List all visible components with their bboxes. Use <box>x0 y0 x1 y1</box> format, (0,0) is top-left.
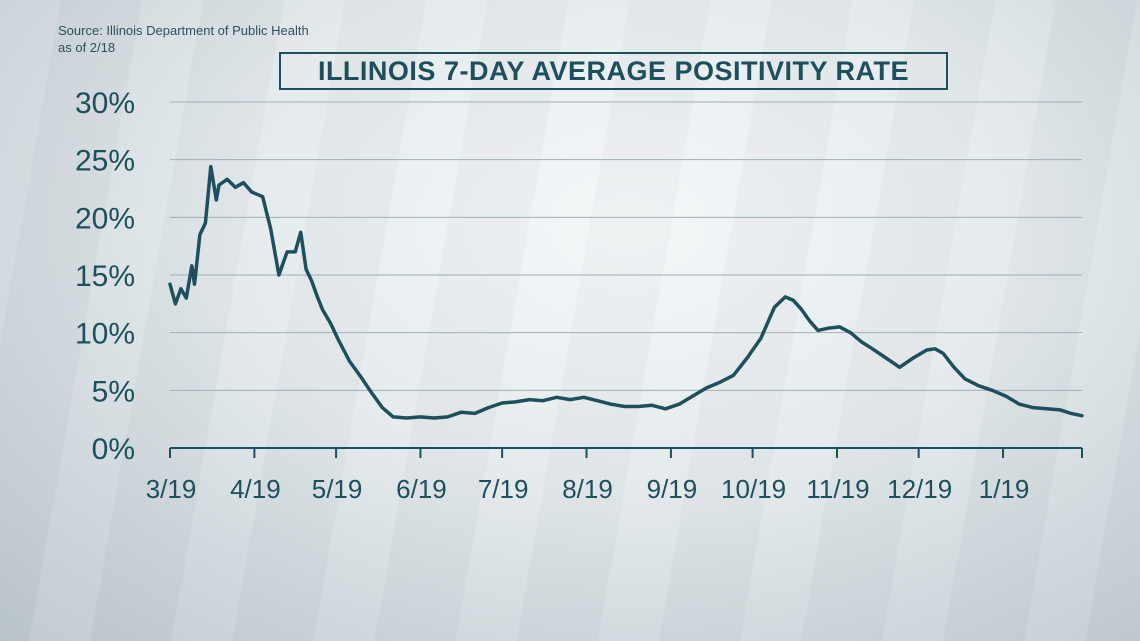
x-tick-label: 1/19 <box>979 474 1030 504</box>
y-tick-label: 30% <box>75 87 135 120</box>
x-tick-label: 9/19 <box>647 474 698 504</box>
x-tick-label: 10/19 <box>721 474 786 504</box>
chart-title: ILLINOIS 7-DAY AVERAGE POSITIVITY RATE <box>317 55 910 86</box>
x-tick-label: 12/19 <box>887 474 952 504</box>
x-tick-label: 3/19 <box>146 474 197 504</box>
as-of-date: as of 2/18 <box>58 40 116 55</box>
x-tick-label: 11/19 <box>806 474 869 504</box>
x-tick-label: 6/19 <box>396 474 447 504</box>
y-tick-label: 5% <box>92 375 135 408</box>
x-tick-label: 8/19 <box>562 474 613 504</box>
x-tick-label: 7/19 <box>478 474 529 504</box>
chart-title-box: ILLINOIS 7-DAY AVERAGE POSITIVITY RATE <box>279 52 948 90</box>
y-tick-label: 0% <box>92 433 135 466</box>
y-axis: 0% 5% 10% 15% 20% 25% 30% <box>75 87 135 466</box>
positivity-rate-line <box>168 164 1084 420</box>
gridlines <box>170 101 1082 391</box>
series-group <box>168 164 1084 420</box>
y-tick-label: 10% <box>75 318 135 351</box>
y-tick-label: 25% <box>75 145 135 178</box>
source-line: Source: Illinois Department of Public He… <box>58 23 309 38</box>
source-note: Source: Illinois Department of Public He… <box>58 22 309 56</box>
y-tick-label: 15% <box>75 260 135 293</box>
x-axis: 3/19 4/19 5/19 6/19 7/19 8/19 9/19 10/19 11/19 12… <box>146 447 1083 504</box>
x-tick-label: 4/19 <box>230 474 281 504</box>
x-tick-label: 5/19 <box>312 474 363 504</box>
y-tick-label: 20% <box>75 202 135 235</box>
